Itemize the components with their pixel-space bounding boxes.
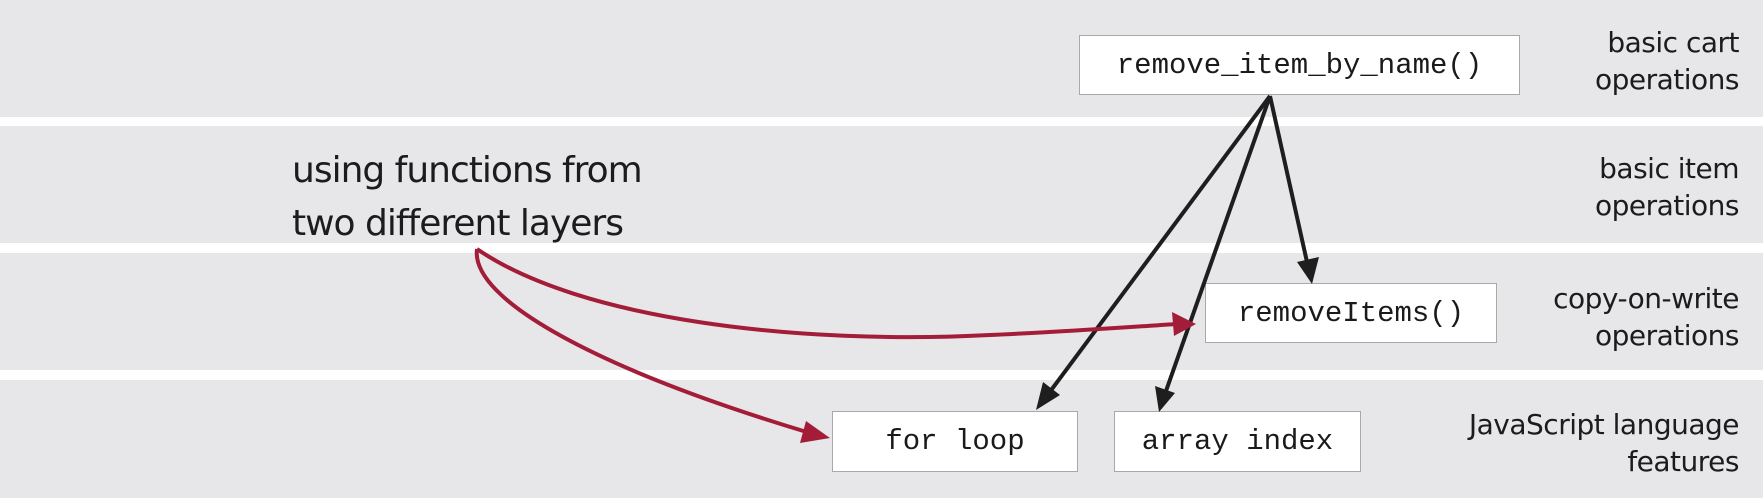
annotation-line: two different layers (292, 203, 624, 244)
annotation-line: using functions from (292, 150, 643, 191)
call-arrow-to-for-loop (1036, 94, 1272, 410)
function-box-remove-item-by-name: remove_item_by_name() (1079, 35, 1520, 95)
layer-label-cow: copy-on-write operations (1379, 280, 1739, 354)
call-arrow-to-array-index (1155, 95, 1272, 412)
layer-label-line: operations (1594, 189, 1740, 222)
function-box-array-index: array index (1114, 411, 1361, 472)
layer-label-js: JavaScript language features (1379, 406, 1740, 480)
layer-label-line: features (1627, 445, 1739, 478)
layer-label-cart: basic cart operations (1379, 24, 1740, 98)
highlight-arrow-to-for-loop (474, 248, 830, 443)
layer-band-item (0, 126, 1763, 243)
highlight-arrow-to-remove-items (475, 247, 1196, 340)
function-box-for-loop: for loop (832, 411, 1078, 472)
layer-label-item: basic item operations (1379, 150, 1740, 224)
function-box-remove-items: removeItems() (1205, 283, 1497, 343)
annotation-text: using functions from two different layer… (292, 144, 643, 250)
layer-label-line: operations (1594, 319, 1740, 352)
layer-label-line: operations (1594, 63, 1740, 96)
layer-label-line: basic item (1599, 152, 1739, 185)
layer-label-line: JavaScript language (1468, 408, 1740, 441)
layer-label-line: copy-on-write (1553, 282, 1739, 315)
call-arrow-to-remove-items (1268, 95, 1319, 284)
layer-label-line: basic cart (1607, 26, 1739, 59)
